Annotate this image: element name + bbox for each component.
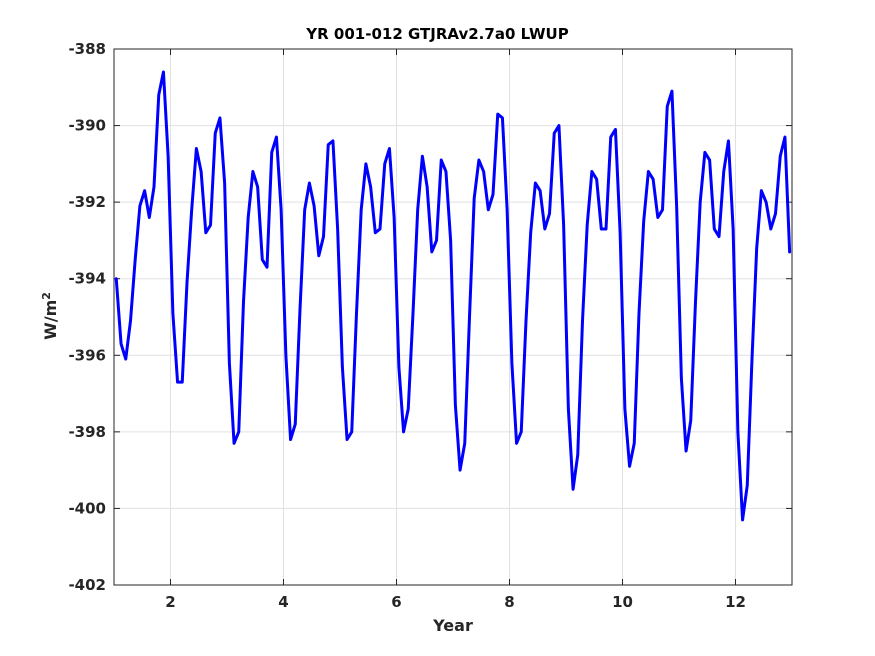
y-tick-label: -400 xyxy=(68,499,106,517)
x-tick-label: 6 xyxy=(391,593,401,611)
y-tick-label: -394 xyxy=(68,270,106,288)
ticks: 2 4 6 8 10 12 -402 -400 -398 -396 -394 -392 -390 -388 xyxy=(68,40,792,611)
y-axis-label-sup: 2 xyxy=(39,292,53,300)
axes-box xyxy=(113,48,793,586)
x-tick-label: 2 xyxy=(165,593,175,611)
y-tick-label: -390 xyxy=(68,117,106,135)
x-tick-label: 8 xyxy=(504,593,514,611)
y-axis-label: W/m2 xyxy=(40,292,60,340)
chart-title: YR 001-012 GTJRAv2.7a0 LWUP xyxy=(306,25,569,43)
x-axis-label: Year xyxy=(433,616,473,635)
y-tick-label: -396 xyxy=(68,346,106,364)
x-tick-label: 12 xyxy=(725,593,746,611)
y-tick-label: -392 xyxy=(68,193,106,211)
x-tick-label: 4 xyxy=(278,593,288,611)
series xyxy=(114,70,792,522)
x-tick-label: 10 xyxy=(612,593,633,611)
series-line-1 xyxy=(114,70,792,522)
y-tick-label: -398 xyxy=(68,423,106,441)
y-tick-label: -388 xyxy=(68,40,106,58)
y-axis-label-base: W/m xyxy=(41,299,61,340)
y-tick-label: -402 xyxy=(68,576,106,594)
